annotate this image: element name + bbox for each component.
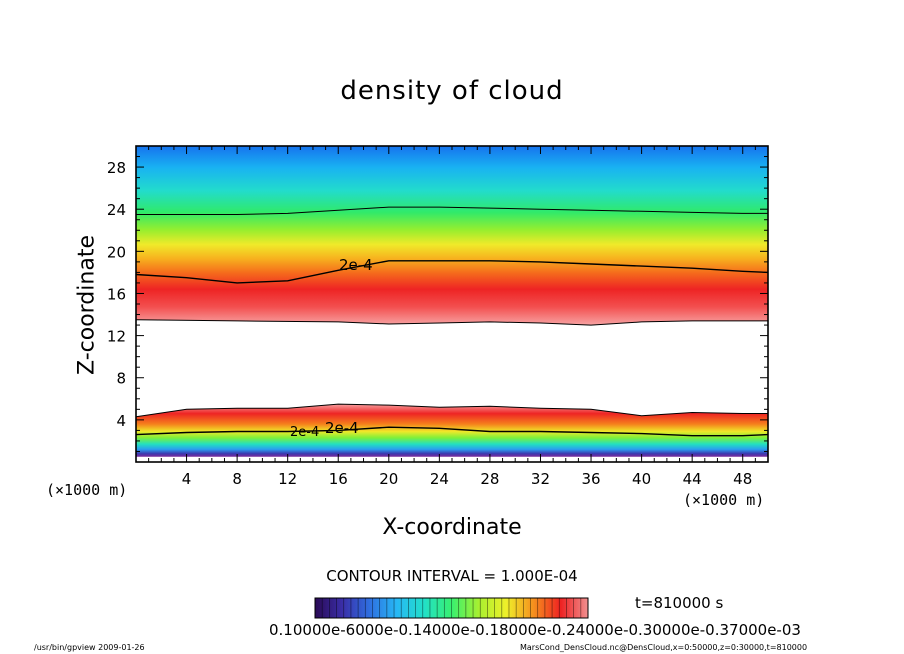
- chart-title: density of cloud: [340, 76, 564, 106]
- footer-source: MarsCond_DensCloud.nc@DensCloud,x=0:5000…: [520, 643, 808, 652]
- x-tick-label: 40: [632, 470, 651, 488]
- contour-line-lower-2e-4: [136, 426, 768, 437]
- y-tick-label: 24: [107, 201, 126, 219]
- lower-cloud-top-contour: [136, 403, 768, 418]
- y-tick-label: 20: [107, 243, 126, 261]
- contour-interval-note: CONTOUR INTERVAL = 1.000E-04: [326, 567, 578, 585]
- y-tick-label: 12: [107, 328, 126, 346]
- x-tick-label: 20: [379, 470, 398, 488]
- y-tick-label: 8: [116, 370, 126, 388]
- time-stamp: t=810000 s: [635, 594, 724, 612]
- x-tick-label: 48: [733, 470, 752, 488]
- x-tick-label: 8: [232, 470, 242, 488]
- contour-line-upper-2e-4: [136, 260, 768, 284]
- x-tick-label: 24: [430, 470, 449, 488]
- contour-label-lower-overlap: 2e-4: [290, 425, 319, 440]
- y-tick-label: 28: [107, 159, 126, 177]
- y-tick-label: 4: [116, 412, 126, 430]
- x-axis-unit-left: (×1000 m): [46, 481, 128, 499]
- upper-cloud-field: [136, 146, 768, 326]
- upper-cloud-bottom-contour: [136, 319, 768, 326]
- x-tick-label: 28: [480, 470, 499, 488]
- y-axis-ticks: 4 8 12 16 20 24 28: [107, 156, 768, 452]
- lower-cloud-field: [136, 404, 768, 457]
- x-axis-label: X-coordinate: [382, 515, 522, 540]
- x-tick-label: 36: [581, 470, 600, 488]
- x-axis-ticks: 4 8 12 16 20 24 28 32 36 40 44 48: [148, 146, 756, 488]
- x-tick-label: 32: [531, 470, 550, 488]
- x-tick-label: 16: [329, 470, 348, 488]
- contour-label-upper: 2e-4: [339, 256, 373, 274]
- colorbar-labels: 0.10000e-6000e-0.14000e-0.18000e-0.24000…: [269, 621, 801, 639]
- y-tick-label: 16: [107, 285, 126, 303]
- upper-cloud-top-contour: [136, 206, 768, 215]
- colorbar-divisions: [321, 598, 582, 618]
- x-axis-unit-right: (×1000 m): [683, 491, 765, 509]
- y-axis-label: Z-coordinate: [74, 235, 100, 375]
- contour-label-lower: 2e-4: [325, 419, 359, 437]
- footer-program: /usr/bin/gpview 2009-01-26: [34, 643, 145, 652]
- x-tick-label: 4: [182, 470, 192, 488]
- x-tick-label: 12: [278, 470, 297, 488]
- x-tick-label: 44: [683, 470, 702, 488]
